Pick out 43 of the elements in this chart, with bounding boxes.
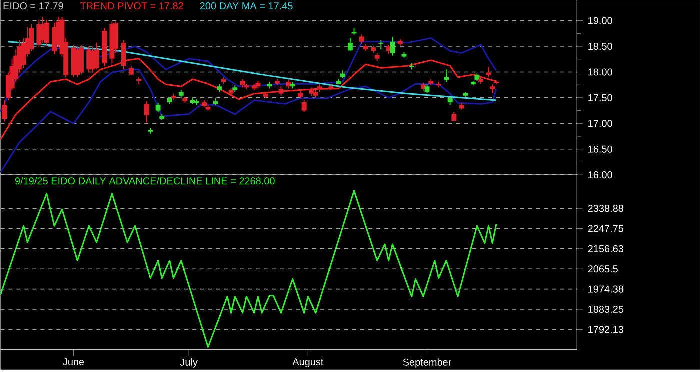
candlestick (128, 65, 134, 76)
y-tick-label: 16.50 (588, 146, 612, 153)
candlestick (2, 100, 8, 122)
y-tick-label: 17.50 (588, 94, 612, 102)
y-tick-label: 2338.88 (588, 204, 624, 212)
line-series (0, 190, 498, 348)
y-tick-label: 19.00 (588, 17, 612, 24)
y-tick-label: 18.50 (588, 42, 612, 50)
candlestick (121, 40, 126, 70)
y-tick-label: 17.00 (588, 120, 612, 128)
candlestick (144, 100, 150, 123)
candlestick (44, 19, 50, 46)
candlestick (444, 69, 449, 82)
y-tick-label: 2156.63 (588, 245, 624, 252)
y-tick-label: 1792.13 (588, 326, 624, 334)
candlestick (156, 102, 161, 113)
y-tick-label: 1883.25 (588, 306, 624, 313)
candlestick (278, 86, 284, 96)
candlestick (390, 36, 396, 56)
line-series (0, 58, 498, 140)
line-series (0, 68, 498, 174)
x-tick-label: September (403, 358, 452, 368)
candlestick (452, 112, 457, 122)
line-series (0, 37, 498, 112)
y-tick-label: 18.00 (588, 68, 612, 76)
candlestick (378, 40, 384, 50)
x-tick-label: July (180, 358, 198, 368)
line-series (8, 41, 498, 102)
candlestick (359, 34, 364, 44)
candlestick (486, 66, 492, 78)
text: 9/19/25 EIDO DAILY ADVANCE/DECLINE LINE = 2268.00 (15, 177, 275, 185)
x-tick-label: August (292, 358, 324, 368)
candlestick (302, 100, 307, 112)
candlestick (94, 42, 100, 70)
text: 200 DAY MA = 17.45 (200, 2, 293, 10)
candlestick (348, 38, 353, 52)
y-tick-label: 2065.5 (588, 265, 618, 273)
chart-title: EIDO = 17.79 (4, 2, 64, 10)
y-tick-label: 1974.38 (588, 286, 624, 293)
y-tick-label: 2247.75 (588, 225, 624, 232)
x-tick-label: June (63, 358, 84, 366)
text: TREND PIVOT = 17.82 (80, 2, 184, 10)
y-tick-label: 16.00 (588, 171, 612, 178)
